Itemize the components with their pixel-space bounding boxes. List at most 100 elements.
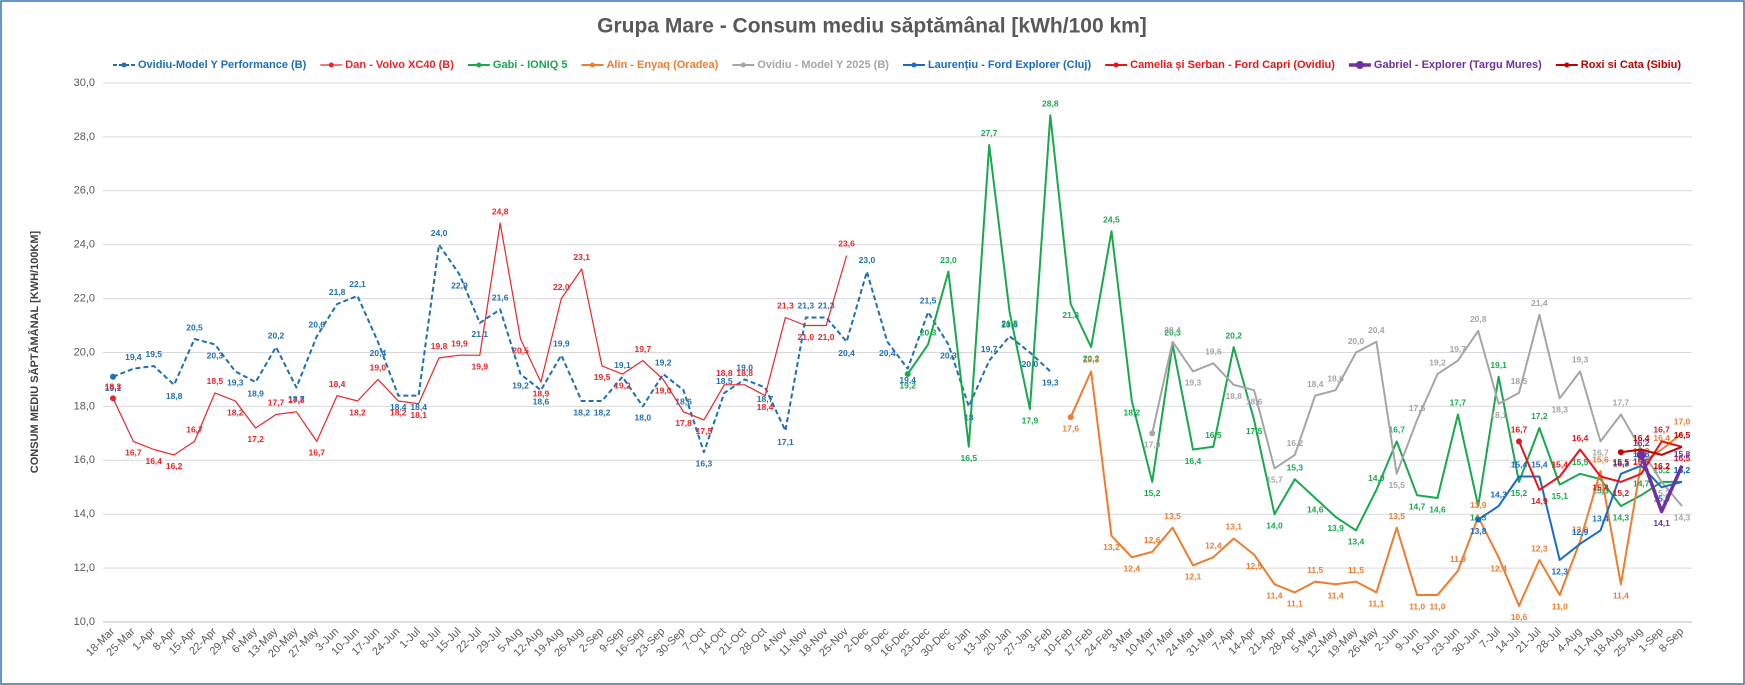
data-label: 16,3: [696, 458, 713, 468]
data-label: 24,5: [1103, 214, 1120, 224]
data-label: 20,4: [1164, 325, 1181, 335]
data-label: 15,5: [1633, 457, 1650, 467]
series-line: [1620, 445, 1683, 456]
data-label: 18,1: [1490, 410, 1507, 420]
data-label: 19,5: [594, 372, 611, 382]
y-tick-label: 24,0: [74, 239, 95, 251]
legend-label: Laurențiu - Ford Explorer (Cluj): [928, 59, 1092, 71]
y-tick-label: 28,0: [74, 131, 95, 143]
data-label: 16,4: [1185, 456, 1202, 466]
data-label: 19,7: [1450, 344, 1467, 354]
data-label: 14,6: [1429, 504, 1446, 514]
legend-swatch-marker: [1113, 62, 1119, 68]
data-label: 12,4: [1124, 564, 1141, 574]
series-line: [112, 243, 1051, 454]
data-label: 18,5: [207, 376, 224, 386]
data-label: 21,8: [329, 287, 346, 297]
data-label: 20,3: [940, 351, 957, 361]
data-label: 21,6: [492, 293, 509, 303]
data-label: 19,3: [1185, 378, 1202, 388]
data-label: 20,3: [207, 351, 224, 361]
data-label: 14,3: [1490, 489, 1507, 499]
data-label: 23,6: [838, 239, 855, 249]
data-label: 24,0: [431, 228, 448, 238]
y-axis-label: CONSUM MEDIU SĂPTĂMÂNAL [KWH/100KM]: [28, 230, 41, 473]
data-label: 19,4: [125, 352, 142, 362]
data-label: 18,4: [329, 379, 346, 389]
data-label: 17,2: [247, 434, 264, 444]
data-label: 11,1: [1368, 599, 1384, 609]
data-label: 21,3: [798, 301, 815, 311]
data-label: 11,0: [1429, 601, 1445, 611]
data-label: 16,2: [1653, 461, 1670, 471]
data-label: 19,2: [1429, 357, 1446, 367]
legend-swatch-marker: [589, 62, 595, 68]
data-label: 22,1: [349, 279, 366, 289]
data-label: 18,3: [105, 382, 122, 392]
data-label: 19,4: [899, 375, 916, 385]
legend-item: Gabi - IONIQ 5: [467, 59, 567, 71]
series-start-marker: [1067, 414, 1074, 421]
data-label: 12,1: [1185, 572, 1202, 582]
series-start-marker: [110, 373, 116, 380]
data-label: 13,4: [1348, 537, 1365, 547]
data-label: 19,2: [655, 357, 672, 367]
y-tick-label: 14,0: [74, 508, 95, 520]
legend-label: Ovidiu-Model Y Performance (B): [138, 59, 307, 71]
data-label: 19,3: [1572, 355, 1589, 365]
data-label: 18,9: [247, 388, 264, 398]
data-label: 18,2: [349, 407, 366, 417]
data-label: 12,3: [1531, 543, 1548, 553]
data-label: 18,7: [288, 394, 305, 404]
data-label: 11,1: [1287, 599, 1303, 609]
data-label: 17,7: [1450, 398, 1467, 408]
data-label: 18,2: [227, 407, 244, 417]
data-label: 19,3: [227, 378, 244, 388]
data-label: 15,5: [1572, 457, 1589, 467]
data-label: 20,2: [1225, 330, 1242, 340]
legend-item: Ovidiu - Model Y 2025 (B): [732, 59, 889, 71]
data-label: 18,2: [573, 407, 590, 417]
data-label: 15,1: [1551, 491, 1568, 501]
data-label: 11,5: [1348, 565, 1364, 575]
data-label: 15,2: [1674, 465, 1691, 475]
legend-label: Alin - Enyaq (Oradea): [606, 59, 718, 71]
data-label: 18,4: [1307, 379, 1324, 389]
chart-title: Grupa Mare - Consum mediu săptămânal [kW…: [597, 15, 1147, 38]
data-label: 19,5: [145, 349, 162, 359]
data-label: 17,7: [268, 398, 285, 408]
data-label: 19,9: [553, 338, 570, 348]
data-label: 12,9: [1572, 527, 1589, 537]
data-label: 17,7: [1613, 398, 1630, 408]
series-start-marker: [1617, 449, 1624, 456]
data-label: 16,4: [1633, 433, 1650, 443]
data-label: 18,4: [410, 402, 427, 412]
data-label: 20,5: [186, 322, 203, 332]
data-label: 12,6: [1144, 535, 1161, 545]
data-label: 13,5: [1388, 511, 1405, 521]
y-tick-label: 22,0: [74, 293, 95, 305]
data-label: 20,4: [370, 348, 387, 358]
data-label: 18,5: [716, 376, 733, 386]
data-label: 18,5: [1511, 376, 1528, 386]
data-label: 24,8: [492, 206, 509, 216]
data-label: 15,4: [1511, 460, 1528, 470]
data-label: 21,3: [777, 301, 794, 311]
legend-item: Ovidiu-Model Y Performance (B): [113, 59, 307, 71]
y-tick-label: 10,0: [74, 616, 95, 628]
legend-item: Gabriel - Explorer (Targu Mures): [1348, 59, 1542, 71]
data-label: 18,8: [1225, 391, 1242, 401]
data-label: 21,8: [1062, 310, 1079, 320]
legend-label: Camelia și Serban - Ford Capri (Ovidiu): [1130, 59, 1335, 71]
data-label: 17,8: [675, 418, 692, 428]
data-label: 23,1: [573, 252, 590, 262]
data-label: 18,6: [675, 396, 692, 406]
legend-label: Dan - Volvo XC40 (B): [345, 59, 454, 71]
data-label: 21,5: [920, 295, 937, 305]
data-label: 15,7: [1266, 475, 1283, 485]
legend-item: Alin - Enyaq (Oradea): [581, 59, 719, 71]
data-label: 16,2: [1287, 438, 1304, 448]
data-label: 23,0: [859, 255, 876, 265]
data-label: 15,0: [1653, 494, 1670, 504]
